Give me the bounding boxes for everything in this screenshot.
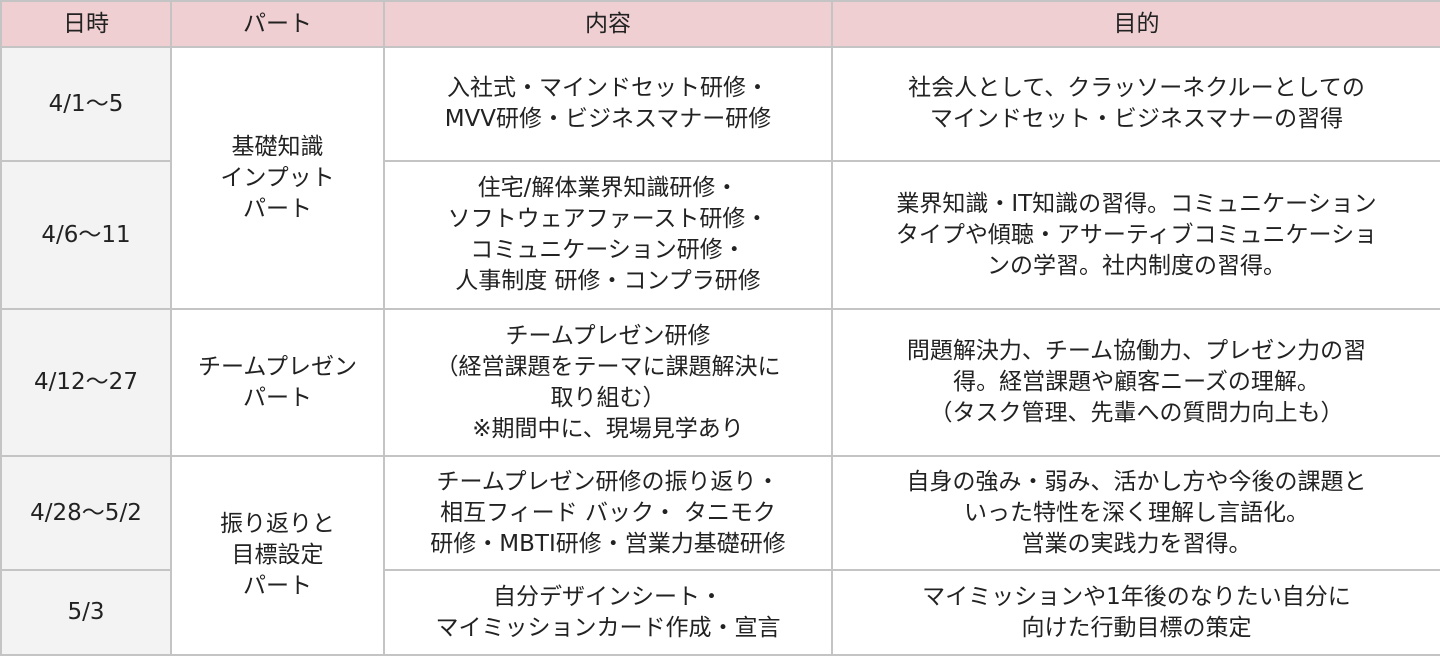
part-cell: 基礎知識 インプット パート [170,46,385,310]
header-content: 内容 [383,0,833,48]
date-cell: 4/1〜5 [0,46,172,162]
table-row: 4/1〜5 基礎知識 インプット パート 入社式・マインドセット研修・ MVV研… [0,46,1440,310]
table-row: 4/28〜5/2 振り返りと 目標設定 パート チームプレゼン研修の振り返り・ … [0,455,1440,656]
content-cell: チームプレゼン研修の振り返り・ 相互フィード バック・ タニモク 研修・MBTI… [383,455,833,571]
purpose-cell: 問題解決力、チーム協働力、プレゼン力の習 得。経営課題や顧客ニーズの理解。 （タ… [831,308,1440,457]
date-cell: 4/12〜27 [0,308,172,457]
date-cell: 5/3 [0,569,172,656]
purpose-cell: 業界知識・IT知識の習得。コミュニケーション タイプや傾聴・アサーティブコミュニ… [831,160,1440,310]
table-row: 4/6〜11 住宅/解体業界知識研修・ ソフトウェアファースト研修・ コミュニケ… [0,160,1440,310]
content-cell: 自分デザインシート・ マイミッションカード作成・宣言 [383,569,833,656]
header-purpose: 目的 [831,0,1440,48]
part-cell: 振り返りと 目標設定 パート [170,455,385,656]
part-cell: チームプレゼン パート [170,308,385,457]
date-cell: 4/28〜5/2 [0,455,172,571]
purpose-cell: マイミッションや1年後のなりたい自分に 向けた行動目標の策定 [831,569,1440,656]
date-cell: 4/6〜11 [0,160,172,310]
table-row: 4/12〜27 チームプレゼン パート チームプレゼン研修 （経営課題をテーマに… [0,308,1440,457]
header-part: パート [170,0,385,48]
table-row: 5/3 自分デザインシート・ マイミッションカード作成・宣言 マイミッションや1… [0,569,1440,656]
purpose-cell: 自身の強み・弱み、活かし方や今後の課題と いった特性を深く理解し言語化。 営業の… [831,455,1440,571]
header-date: 日時 [0,0,172,48]
purpose-cell: 社会人として、クラッソーネクルーとしての マインドセット・ビジネスマナーの習得 [831,46,1440,162]
content-cell: 住宅/解体業界知識研修・ ソフトウェアファースト研修・ コミュニケーション研修・… [383,160,833,310]
content-cell: チームプレゼン研修 （経営課題をテーマに課題解決に 取り組む） ※期間中に、現場… [383,308,833,457]
content-cell: 入社式・マインドセット研修・ MVV研修・ビジネスマナー研修 [383,46,833,162]
header-row: 日時 パート 内容 目的 [0,0,1440,48]
